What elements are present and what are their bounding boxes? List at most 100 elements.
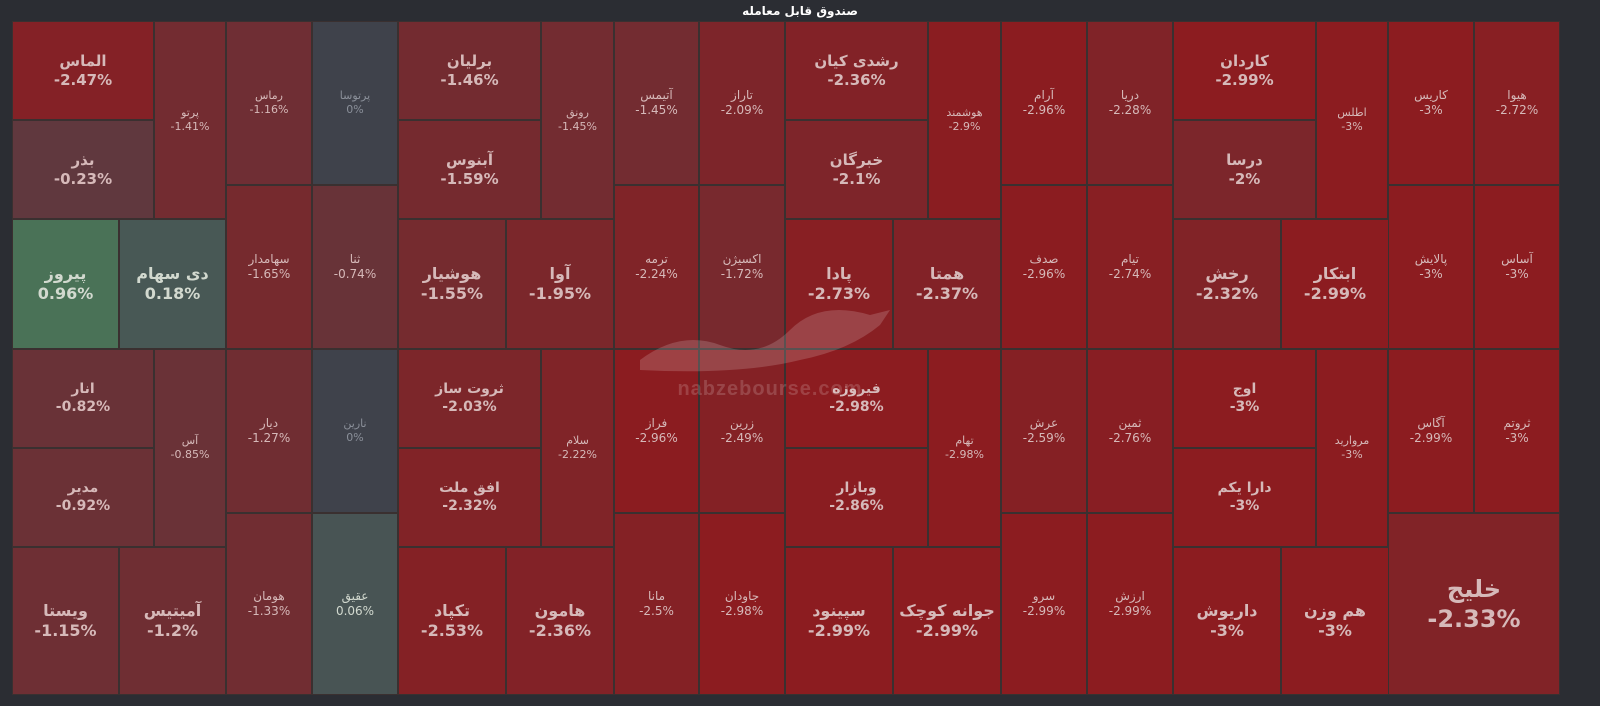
cell-change: -2.09%: [720, 103, 764, 117]
treemap-cell[interactable]: فیروزه -2.98%: [785, 349, 928, 448]
treemap-cell[interactable]: پادا -2.73%: [785, 219, 893, 349]
treemap-cell[interactable]: اوج -3%: [1173, 349, 1316, 448]
treemap-cell[interactable]: هیوا -2.72%: [1474, 21, 1560, 185]
treemap-cell[interactable]: آساس -3%: [1474, 185, 1560, 349]
treemap-cell[interactable]: زرین -2.49%: [699, 349, 785, 513]
treemap-cell[interactable]: دریا -2.28%: [1087, 21, 1173, 185]
treemap-cell[interactable]: هم وزن -3%: [1281, 547, 1389, 695]
treemap-cell[interactable]: مدیر -0.92%: [12, 448, 154, 547]
treemap-cell[interactable]: اکسیژن -1.72%: [699, 185, 785, 349]
treemap-cell[interactable]: جاودان -2.98%: [699, 513, 785, 695]
treemap-cell[interactable]: پیروز 0.96%: [12, 219, 119, 349]
treemap-cell[interactable]: آمیتیس -1.2%: [119, 547, 226, 695]
treemap-cell[interactable]: رشدی کیان -2.36%: [785, 21, 928, 120]
treemap-cell[interactable]: هوشمند -2.9%: [928, 21, 1001, 219]
treemap-cell[interactable]: عرش -2.59%: [1001, 349, 1087, 513]
cell-change: -2.49%: [720, 431, 764, 445]
cell-change: -2.32%: [442, 497, 497, 514]
treemap-cell[interactable]: کاریس -3%: [1388, 21, 1474, 185]
treemap-cell[interactable]: خلیج -2.33%: [1388, 513, 1560, 695]
treemap-cell[interactable]: تهام -2.98%: [928, 349, 1001, 547]
cell-change: -2.98%: [829, 398, 884, 415]
cell-name: بذر: [71, 150, 95, 169]
cell-name: تاراز: [731, 88, 753, 102]
treemap-cell[interactable]: برلیان -1.46%: [398, 21, 541, 120]
treemap-cell[interactable]: ثنا -0.74%: [312, 185, 398, 349]
treemap-cell[interactable]: مانا -2.5%: [614, 513, 699, 695]
cell-name: وبازار: [836, 480, 877, 496]
cell-change: -1.2%: [146, 621, 198, 640]
treemap-cell[interactable]: ثروتم -3%: [1474, 349, 1560, 513]
treemap-cell[interactable]: هومان -1.33%: [226, 513, 312, 695]
treemap-cell[interactable]: کاردان -2.99%: [1173, 21, 1316, 120]
treemap-cell[interactable]: تاراز -2.09%: [699, 21, 785, 185]
treemap-cell[interactable]: ویستا -1.15%: [12, 547, 119, 695]
treemap-cell[interactable]: پالایش -3%: [1388, 185, 1474, 349]
treemap-cell[interactable]: خبرگان -2.1%: [785, 120, 928, 219]
cell-name: سپینود: [812, 601, 866, 620]
treemap-cell[interactable]: ثروت ساز -2.03%: [398, 349, 541, 448]
treemap-cell[interactable]: سپینود -2.99%: [785, 547, 893, 695]
treemap-cell[interactable]: فراز -2.96%: [614, 349, 699, 513]
treemap-cell[interactable]: پرتوسا 0%: [312, 21, 398, 185]
treemap-cell[interactable]: عقیق 0.06%: [312, 513, 398, 695]
treemap-cell[interactable]: اطلس -3%: [1316, 21, 1388, 219]
treemap-cell[interactable]: آوا -1.95%: [506, 219, 614, 349]
cell-name: آبنوس: [446, 150, 493, 169]
cell-change: -0.85%: [170, 448, 210, 461]
treemap-cell[interactable]: آس -0.85%: [154, 349, 226, 547]
treemap-cell[interactable]: آرام -2.96%: [1001, 21, 1087, 185]
treemap-cell[interactable]: آگاس -2.99%: [1388, 349, 1474, 513]
treemap-cell[interactable]: ثمین -2.76%: [1087, 349, 1173, 513]
treemap-cell[interactable]: رخش -2.32%: [1173, 219, 1281, 349]
treemap-cell[interactable]: سرو -2.99%: [1001, 513, 1087, 695]
treemap-cell[interactable]: سهامدار -1.65%: [226, 185, 312, 349]
treemap-cell[interactable]: رماس -1.16%: [226, 21, 312, 185]
treemap-cell[interactable]: انار -0.82%: [12, 349, 154, 448]
cell-name: آرام: [1034, 88, 1054, 102]
cell-name: کاردان: [1220, 51, 1269, 70]
cell-name: دریا: [1120, 88, 1140, 102]
treemap-cell[interactable]: وبازار -2.86%: [785, 448, 928, 547]
treemap-cell[interactable]: هوشیار -1.55%: [398, 219, 506, 349]
treemap-cell[interactable]: بذر -0.23%: [12, 120, 154, 219]
cell-change: -2.37%: [915, 284, 979, 303]
cell-name: خبرگان: [829, 150, 884, 169]
treemap-cell[interactable]: تیام -2.74%: [1087, 185, 1173, 349]
cell-name: کاریس: [1414, 88, 1448, 102]
treemap-cell[interactable]: سلام -2.22%: [541, 349, 614, 547]
treemap-cell[interactable]: رونق -1.45%: [541, 21, 614, 219]
cell-name: سرو: [1032, 589, 1056, 603]
treemap-cell[interactable]: جوانه کوچک -2.99%: [893, 547, 1001, 695]
cell-name: ثروت ساز: [435, 381, 504, 397]
treemap-cell[interactable]: دی سهام 0.18%: [119, 219, 226, 349]
treemap-cell[interactable]: همتا -2.37%: [893, 219, 1001, 349]
treemap-cell[interactable]: صدف -2.96%: [1001, 185, 1087, 349]
treemap-cell[interactable]: ترمه -2.24%: [614, 185, 699, 349]
treemap-cell[interactable]: آبنوس -1.59%: [398, 120, 541, 219]
treemap-cell[interactable]: نارین 0%: [312, 349, 398, 513]
treemap-cell[interactable]: آتیمس -1.45%: [614, 21, 699, 185]
cell-change: 0.06%: [335, 604, 375, 618]
treemap-cell[interactable]: داریوش -3%: [1173, 547, 1281, 695]
treemap-cell[interactable]: درسا -2%: [1173, 120, 1316, 219]
treemap-cell[interactable]: ابتکار -2.99%: [1281, 219, 1389, 349]
treemap-cell[interactable]: دیار -1.27%: [226, 349, 312, 513]
treemap-cell[interactable]: الماس -2.47%: [12, 21, 154, 120]
cell-change: -2.99%: [1303, 284, 1367, 303]
cell-name: آمیتیس: [143, 601, 202, 620]
treemap-cell[interactable]: افق ملت -2.32%: [398, 448, 541, 547]
cell-name: نارین: [343, 417, 367, 431]
cell-change: -2.96%: [1022, 103, 1066, 117]
treemap-cell[interactable]: دارا یکم -3%: [1173, 448, 1316, 547]
treemap-cell[interactable]: ارزش -2.99%: [1087, 513, 1173, 695]
treemap-cell[interactable]: تکپاد -2.53%: [398, 547, 506, 695]
treemap-cell[interactable]: پرتو -1.41%: [154, 21, 226, 219]
treemap-cell[interactable]: هامون -2.36%: [506, 547, 614, 695]
cell-name: رشدی کیان: [814, 51, 899, 70]
treemap: الماس -2.47% بذر -0.23% پیروز 0.96% دی سهام 0.1…: [12, 21, 1588, 695]
treemap-cell[interactable]: مروارید -3%: [1316, 349, 1388, 547]
cell-change: -2.53%: [420, 621, 484, 640]
cell-change: -3%: [1210, 621, 1244, 640]
cell-change: -2.33%: [1427, 605, 1521, 633]
